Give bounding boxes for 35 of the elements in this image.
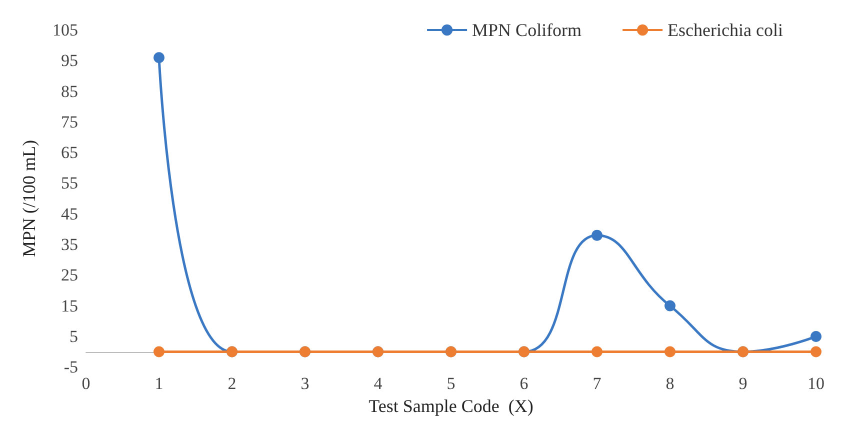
- x-tick-label: 6: [520, 374, 528, 394]
- point: [810, 346, 822, 358]
- y-tick-label: 55: [61, 174, 78, 193]
- point: [592, 346, 602, 358]
- y-tick-label: 45: [61, 204, 78, 224]
- point: [664, 346, 676, 358]
- x-tick-label: 5: [446, 374, 456, 394]
- y-axis-title: MPN (/100 mL): [19, 140, 39, 258]
- y-tick-label: 5: [70, 326, 78, 346]
- point: [664, 300, 676, 312]
- y-tick-label: 75: [61, 112, 78, 132]
- x-tick-label: 1: [154, 374, 164, 394]
- x-tick-label: 3: [300, 374, 310, 394]
- legend-label: MPN Coliform: [472, 20, 582, 40]
- x-tick-label: 0: [82, 374, 90, 394]
- point: [592, 230, 602, 241]
- y-tick-label: 105: [52, 20, 78, 40]
- y-tick-label: 65: [61, 143, 78, 162]
- point: [154, 346, 164, 358]
- x-axis-title: Test Sample Code (X): [368, 396, 534, 416]
- x-tick-label: 10: [808, 374, 824, 394]
- legend-label: Escherichia coli: [668, 20, 784, 40]
- x-tick-label: 7: [592, 374, 602, 394]
- y-tick-label: 85: [61, 82, 78, 101]
- x-tick-label: 8: [666, 374, 674, 394]
- y-tick-label: 35: [61, 235, 78, 254]
- y-tick-label: 15: [61, 296, 78, 316]
- y-tick-label: 25: [61, 266, 78, 285]
- y-tick-label: 95: [61, 51, 78, 70]
- x-tick-label: 4: [374, 374, 383, 394]
- x-tick-label: 9: [738, 374, 748, 394]
- point: [154, 52, 164, 64]
- y-tick-label: -5: [64, 358, 78, 377]
- x-tick-label: 2: [228, 374, 236, 394]
- point: [810, 330, 822, 342]
